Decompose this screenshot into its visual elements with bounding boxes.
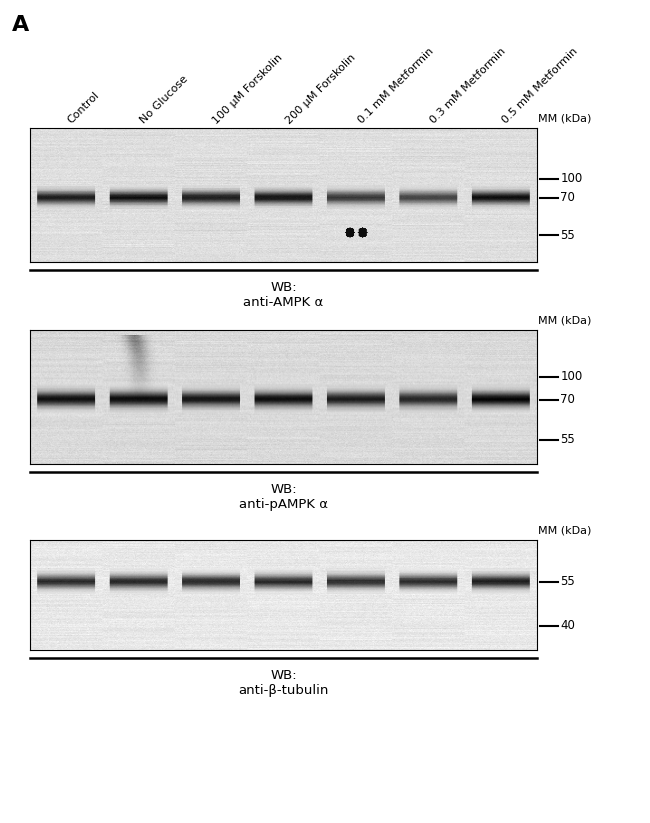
Text: WB:: WB:: [270, 281, 297, 294]
Text: 55: 55: [560, 229, 575, 242]
Text: WB:: WB:: [270, 483, 297, 496]
Text: 55: 55: [560, 434, 575, 446]
Text: WB:: WB:: [270, 669, 297, 682]
Text: 70: 70: [560, 393, 575, 407]
Text: A: A: [12, 15, 29, 35]
Text: 100 μM Forskolin: 100 μM Forskolin: [211, 52, 285, 126]
Text: 200 μM Forskolin: 200 μM Forskolin: [283, 52, 358, 126]
Text: 55: 55: [560, 575, 575, 588]
Text: anti-β-tubulin: anti-β-tubulin: [239, 684, 329, 697]
Text: 0.5 mM Metformin: 0.5 mM Metformin: [500, 46, 580, 126]
Text: 100: 100: [560, 370, 582, 384]
Text: MM (kDa): MM (kDa): [538, 114, 592, 124]
Text: anti-AMPK α: anti-AMPK α: [243, 296, 324, 309]
Text: 100: 100: [560, 173, 582, 185]
Text: No Glucose: No Glucose: [138, 74, 190, 126]
Text: anti-pAMPK α: anti-pAMPK α: [239, 498, 328, 511]
Text: MM (kDa): MM (kDa): [538, 316, 592, 326]
Text: MM (kDa): MM (kDa): [538, 526, 592, 536]
Text: 0.1 mM Metformin: 0.1 mM Metformin: [356, 46, 436, 126]
Text: 70: 70: [560, 191, 575, 204]
Text: Control: Control: [66, 90, 102, 126]
Text: 40: 40: [560, 619, 575, 632]
Text: 0.3 mM Metformin: 0.3 mM Metformin: [428, 46, 508, 126]
